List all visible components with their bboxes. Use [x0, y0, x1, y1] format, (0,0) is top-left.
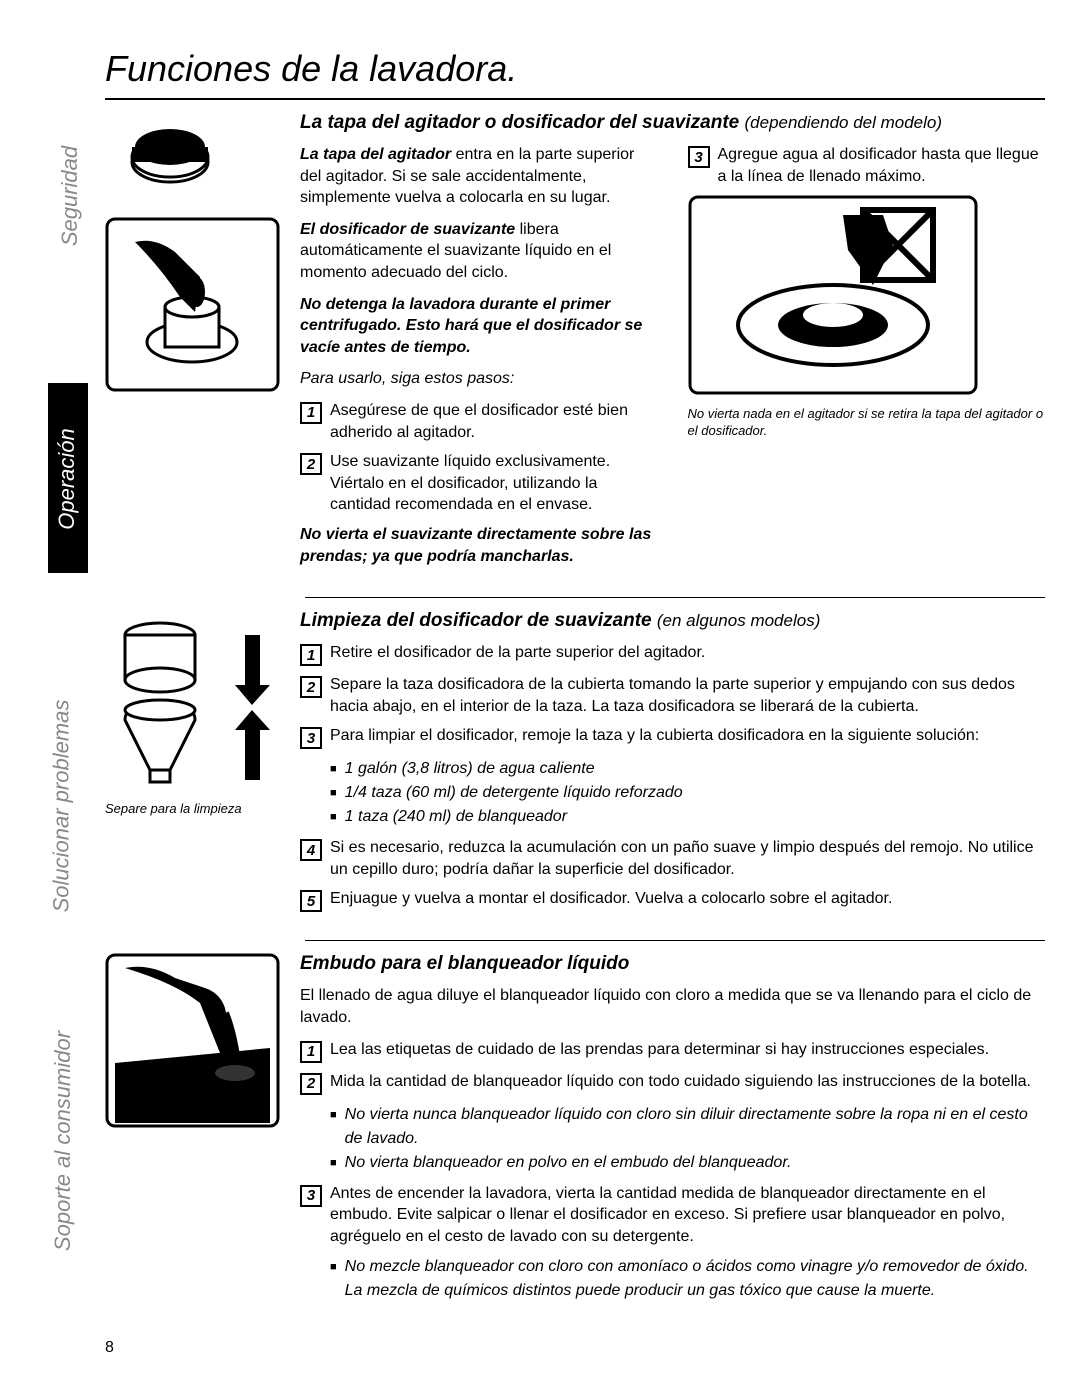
section1-para2: El dosificador de suavizante libera auto… — [300, 219, 658, 284]
cap-illustration — [125, 112, 215, 202]
section1-para1: La tapa del agitador entra en la parte s… — [300, 144, 658, 209]
section1-warn1: No detenga la lavadora durante el primer… — [300, 294, 658, 359]
section-agitator: La tapa del agitador o dosificador del s… — [105, 112, 1045, 577]
section-cleaning: Separe para la limpieza Limpieza del dos… — [105, 610, 1045, 920]
section3-bullet3: No mezcle blanqueador con cloro con amon… — [330, 1255, 1045, 1303]
section2-caption: Separe para la limpieza — [105, 801, 280, 818]
section1-caption: No vierta nada en el agitador si se reti… — [688, 406, 1046, 440]
rule3 — [305, 940, 1045, 941]
section1-step1: 1 Asegúrese de que el dosificador esté b… — [300, 400, 658, 443]
main-content: Funciones de la lavadora. La tapa del ag… — [105, 48, 1045, 1311]
pour-illustration — [105, 217, 280, 392]
tab-problemas: Solucionar problemas — [48, 700, 74, 913]
nopour-illustration — [688, 195, 978, 395]
page-title: Funciones de la lavadora. — [105, 48, 1045, 90]
section3-intro: El llenado de agua diluye el blanqueador… — [300, 985, 1045, 1028]
section3-heading: Embudo para el blanqueador líquido — [300, 953, 1045, 975]
section2-step3: 3Para limpiar el dosificador, remoje la … — [300, 725, 1045, 749]
bleach-illustration — [105, 953, 280, 1128]
section1-step3: 3 Agregue agua al dosificador hasta que … — [688, 144, 1046, 187]
separate-illustration — [105, 610, 280, 790]
section-bleach: Embudo para el blanqueador líquido El ll… — [105, 953, 1045, 1311]
section2-step5: 5Enjuague y vuelva a montar el dosificad… — [300, 888, 1045, 912]
tab-operacion: Operación — [54, 428, 80, 530]
section3-step1: 1Lea las etiquetas de cuidado de las pre… — [300, 1039, 1045, 1063]
rule2 — [305, 597, 1045, 598]
section2-bullets: 1 galón (3,8 litros) de agua caliente 1/… — [330, 757, 1045, 829]
page-number: 8 — [105, 1339, 114, 1357]
section3-step3: 3Antes de encender la lavadora, vierta l… — [300, 1183, 1045, 1248]
section3-bullets2: No vierta nunca blanqueador líquido con … — [330, 1103, 1045, 1175]
section2-step2: 2Separe la taza dosificadora de la cubie… — [300, 674, 1045, 717]
section2-step1: 1Retire el dosificador de la parte super… — [300, 642, 1045, 666]
section3-step2: 2Mida la cantidad de blanqueador líquido… — [300, 1071, 1045, 1095]
section1-step2: 2 Use suavizante líquido exclusivamente.… — [300, 451, 658, 516]
section1-para3: Para usarlo, siga estos pasos: — [300, 368, 658, 390]
section2-step4: 4Si es necesario, reduzca la acumulación… — [300, 837, 1045, 880]
sidebar-tabs: Seguridad Operación Solucionar problemas… — [48, 48, 88, 1348]
title-rule — [105, 98, 1045, 100]
tab-soporte: Soporte al consumidor — [50, 1031, 76, 1251]
section1-warn2: No vierta el suavizante directamente sob… — [300, 524, 658, 567]
tab-seguridad: Seguridad — [57, 146, 83, 246]
section2-heading: Limpieza del dosificador de suavizante (… — [300, 610, 1045, 632]
section1-heading: La tapa del agitador o dosificador del s… — [300, 112, 1045, 134]
